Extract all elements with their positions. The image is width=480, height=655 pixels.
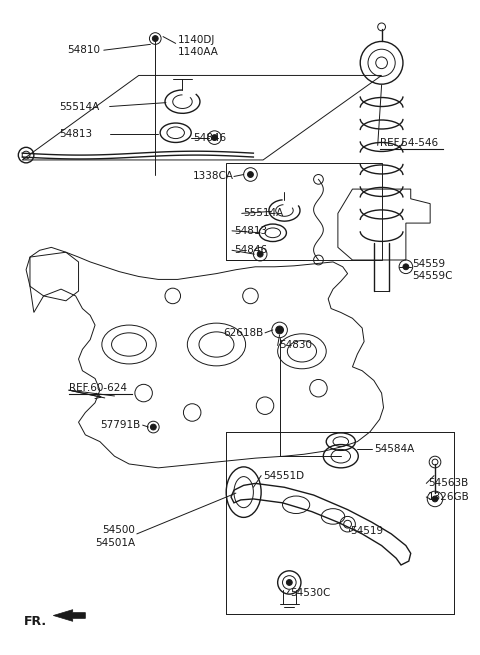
Polygon shape [53, 610, 85, 622]
Text: 54846: 54846 [234, 245, 267, 255]
Circle shape [212, 135, 217, 141]
Text: 1326GB: 1326GB [428, 492, 470, 502]
Text: 57791B: 57791B [100, 420, 141, 430]
Circle shape [150, 424, 156, 430]
Circle shape [257, 252, 263, 257]
Text: 54846: 54846 [193, 132, 226, 143]
Text: 1338CA: 1338CA [193, 172, 234, 181]
Text: 54810: 54810 [67, 45, 100, 55]
Text: 1140DJ: 1140DJ [178, 35, 215, 45]
Circle shape [152, 35, 158, 41]
Text: 54501A: 54501A [95, 538, 135, 548]
Text: 54500: 54500 [102, 525, 135, 535]
Text: 55514A: 55514A [59, 102, 99, 111]
Text: 54584A: 54584A [374, 444, 414, 455]
Text: 1140AA: 1140AA [178, 47, 218, 57]
Text: 54559C: 54559C [413, 271, 453, 280]
Text: 55514A: 55514A [244, 208, 284, 218]
Text: 54530C: 54530C [290, 588, 331, 598]
Text: 54813: 54813 [234, 226, 267, 236]
Text: REF.54-546: REF.54-546 [380, 138, 438, 149]
Text: REF.60-624: REF.60-624 [69, 383, 127, 393]
Circle shape [432, 496, 438, 502]
Text: 54551D: 54551D [263, 471, 304, 481]
Text: FR.: FR. [24, 615, 47, 628]
Text: 54830: 54830 [280, 341, 312, 350]
Text: 54519: 54519 [350, 526, 384, 536]
Circle shape [403, 264, 409, 270]
Text: 54559: 54559 [413, 259, 446, 269]
Text: 62618B: 62618B [223, 328, 263, 338]
Text: 54563B: 54563B [428, 478, 468, 489]
Circle shape [287, 580, 292, 586]
Circle shape [248, 172, 253, 178]
Text: 54813: 54813 [59, 129, 92, 139]
Circle shape [276, 326, 284, 334]
